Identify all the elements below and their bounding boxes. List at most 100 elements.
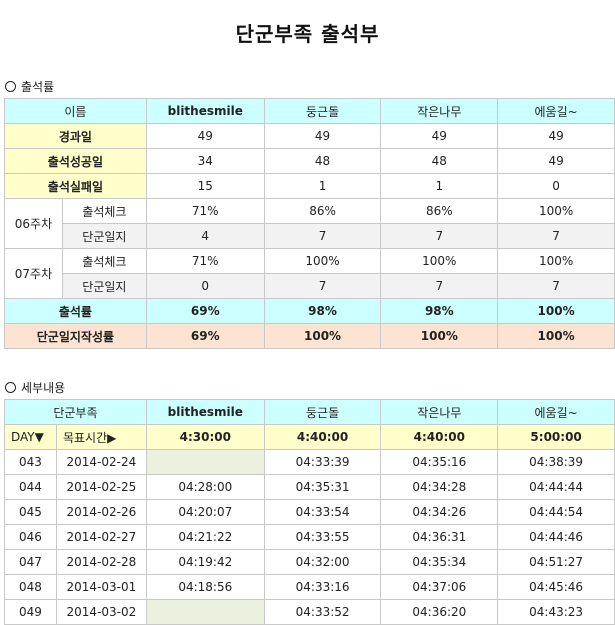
time-cell xyxy=(145,599,265,625)
date-cell: 2014-02-28 xyxy=(55,549,147,575)
table-cell: 0 xyxy=(497,173,615,199)
table-cell: 7 xyxy=(497,273,615,299)
table-cell: 98% xyxy=(263,298,382,324)
table-cell: 1 xyxy=(380,173,499,199)
table-cell: 7 xyxy=(497,223,615,249)
time-cell: 04:38:39 xyxy=(497,449,615,475)
time-cell: 04:33:55 xyxy=(263,524,382,550)
table-cell: 48 xyxy=(263,148,382,174)
table-cell: 34 xyxy=(145,148,265,174)
goal-time: 4:40:00 xyxy=(263,424,382,450)
table-cell: 100% xyxy=(263,248,382,274)
attendance-table: 이름 blithesmile 둥근돌 작은나무 에움길~ 경과일 49 49 4… xyxy=(4,98,615,349)
row-label: 출석체크 xyxy=(61,198,147,224)
member-header: blithesmile xyxy=(145,98,265,124)
time-cell: 04:28:00 xyxy=(145,474,265,500)
time-cell: 04:44:46 xyxy=(497,524,615,550)
table-cell: 7 xyxy=(380,223,499,249)
time-cell: 04:21:22 xyxy=(145,524,265,550)
table-cell: 100% xyxy=(497,298,615,324)
attendance-rate-row: 출석률 69% 98% 98% 100% xyxy=(4,298,615,324)
day-cell: 043 xyxy=(4,449,57,475)
page-title: 단군부족 출석부 xyxy=(235,22,380,46)
goal-time-row: DAY▼ 목표시간▶ 4:30:00 4:40:00 4:40:00 5:00:… xyxy=(4,424,615,450)
time-cell: 04:35:16 xyxy=(380,449,499,475)
row-label: 단군일지작성률 xyxy=(4,323,147,349)
table-cell: 1 xyxy=(263,173,382,199)
table-cell: 49 xyxy=(380,123,499,149)
member-header: 작은나무 xyxy=(380,98,499,124)
time-cell: 04:35:31 xyxy=(263,474,382,500)
time-cell: 04:33:39 xyxy=(263,449,382,475)
goal-time-header: 목표시간▶ xyxy=(55,424,147,450)
tribe-header: 단군부족 xyxy=(4,399,147,425)
member-header: 둥근돌 xyxy=(263,399,382,425)
table-row: 043 2014-02-24 04:33:39 04:35:16 04:38:3… xyxy=(4,449,615,475)
day-cell: 045 xyxy=(4,499,57,525)
time-cell: 04:33:16 xyxy=(263,574,382,600)
time-cell: 04:35:34 xyxy=(380,549,499,575)
attendance-section-label: 출석률 xyxy=(21,80,55,94)
time-cell: 04:43:23 xyxy=(497,599,615,625)
day-cell: 046 xyxy=(4,524,57,550)
date-cell: 2014-03-01 xyxy=(55,574,147,600)
time-cell: 04:32:00 xyxy=(263,549,382,575)
time-cell: 04:18:56 xyxy=(145,574,265,600)
time-cell: 04:19:42 xyxy=(145,549,265,575)
date-cell: 2014-02-27 xyxy=(55,524,147,550)
member-header: 에움길~ xyxy=(497,399,615,425)
day-sort-header[interactable]: DAY▼ xyxy=(4,424,57,450)
table-cell: 71% xyxy=(145,248,265,274)
journal-rate-row: 단군일지작성률 69% 100% 100% 100% xyxy=(4,323,615,349)
row-label: 출석체크 xyxy=(61,248,147,274)
week07-check-row: 07주차 출석체크 71% 100% 100% 100% xyxy=(4,248,615,299)
table-row: 044 2014-02-25 04:28:00 04:35:31 04:34:2… xyxy=(4,474,615,500)
week-label: 06주차 xyxy=(4,198,63,249)
table-cell: 7 xyxy=(380,273,499,299)
member-header: 둥근돌 xyxy=(263,98,382,124)
fail-days-row: 출석실패일 15 1 1 0 xyxy=(4,173,615,199)
table-cell: 100% xyxy=(497,198,615,224)
table-cell: 49 xyxy=(497,148,615,174)
time-cell: 04:37:06 xyxy=(380,574,499,600)
row-label: 경과일 xyxy=(4,123,147,149)
row-label: 출석실패일 xyxy=(4,173,147,199)
table-cell: 69% xyxy=(145,323,265,349)
table-cell: 86% xyxy=(380,198,499,224)
member-header: 작은나무 xyxy=(380,399,499,425)
time-cell: 04:51:27 xyxy=(497,549,615,575)
table-cell: 15 xyxy=(145,173,265,199)
success-days-row: 출석성공일 34 48 48 49 xyxy=(4,148,615,174)
date-cell: 2014-02-24 xyxy=(55,449,147,475)
table-cell: 4 xyxy=(145,223,265,249)
attendance-header-row: 이름 blithesmile 둥근돌 작은나무 에움길~ xyxy=(4,98,615,124)
table-cell: 49 xyxy=(263,123,382,149)
elapsed-days-row: 경과일 49 49 49 49 xyxy=(4,123,615,149)
time-cell: 04:44:54 xyxy=(497,499,615,525)
goal-time: 5:00:00 xyxy=(497,424,615,450)
time-cell: 04:44:44 xyxy=(497,474,615,500)
goal-time: 4:40:00 xyxy=(380,424,499,450)
table-cell: 71% xyxy=(145,198,265,224)
member-header: 에움길~ xyxy=(497,98,615,124)
time-cell: 04:36:31 xyxy=(380,524,499,550)
table-cell: 100% xyxy=(497,323,615,349)
week06-check-row: 06주차 출석체크 71% 86% 86% 100% xyxy=(4,198,615,249)
table-cell: 48 xyxy=(380,148,499,174)
time-cell: 04:34:28 xyxy=(380,474,499,500)
row-label: 단군일지 xyxy=(61,223,147,249)
table-row: 047 2014-02-28 04:19:42 04:32:00 04:35:3… xyxy=(4,549,615,575)
table-row: 049 2014-03-02 04:33:52 04:36:20 04:43:2… xyxy=(4,599,615,625)
day-cell: 044 xyxy=(4,474,57,500)
table-cell: 7 xyxy=(263,273,382,299)
detail-header-row: 단군부족 blithesmile 둥근돌 작은나무 에움길~ xyxy=(4,399,615,425)
week07-journal-row: 단군일지 0 7 7 7 xyxy=(4,273,615,299)
table-cell: 0 xyxy=(145,273,265,299)
detail-section-heading: 세부내용 xyxy=(5,379,65,396)
time-cell: 04:33:52 xyxy=(263,599,382,625)
table-row: 046 2014-02-27 04:21:22 04:33:55 04:36:3… xyxy=(4,524,615,550)
table-cell: 100% xyxy=(380,323,499,349)
time-cell xyxy=(145,449,265,475)
time-cell: 04:20:07 xyxy=(145,499,265,525)
table-row: 048 2014-03-01 04:18:56 04:33:16 04:37:0… xyxy=(4,574,615,600)
